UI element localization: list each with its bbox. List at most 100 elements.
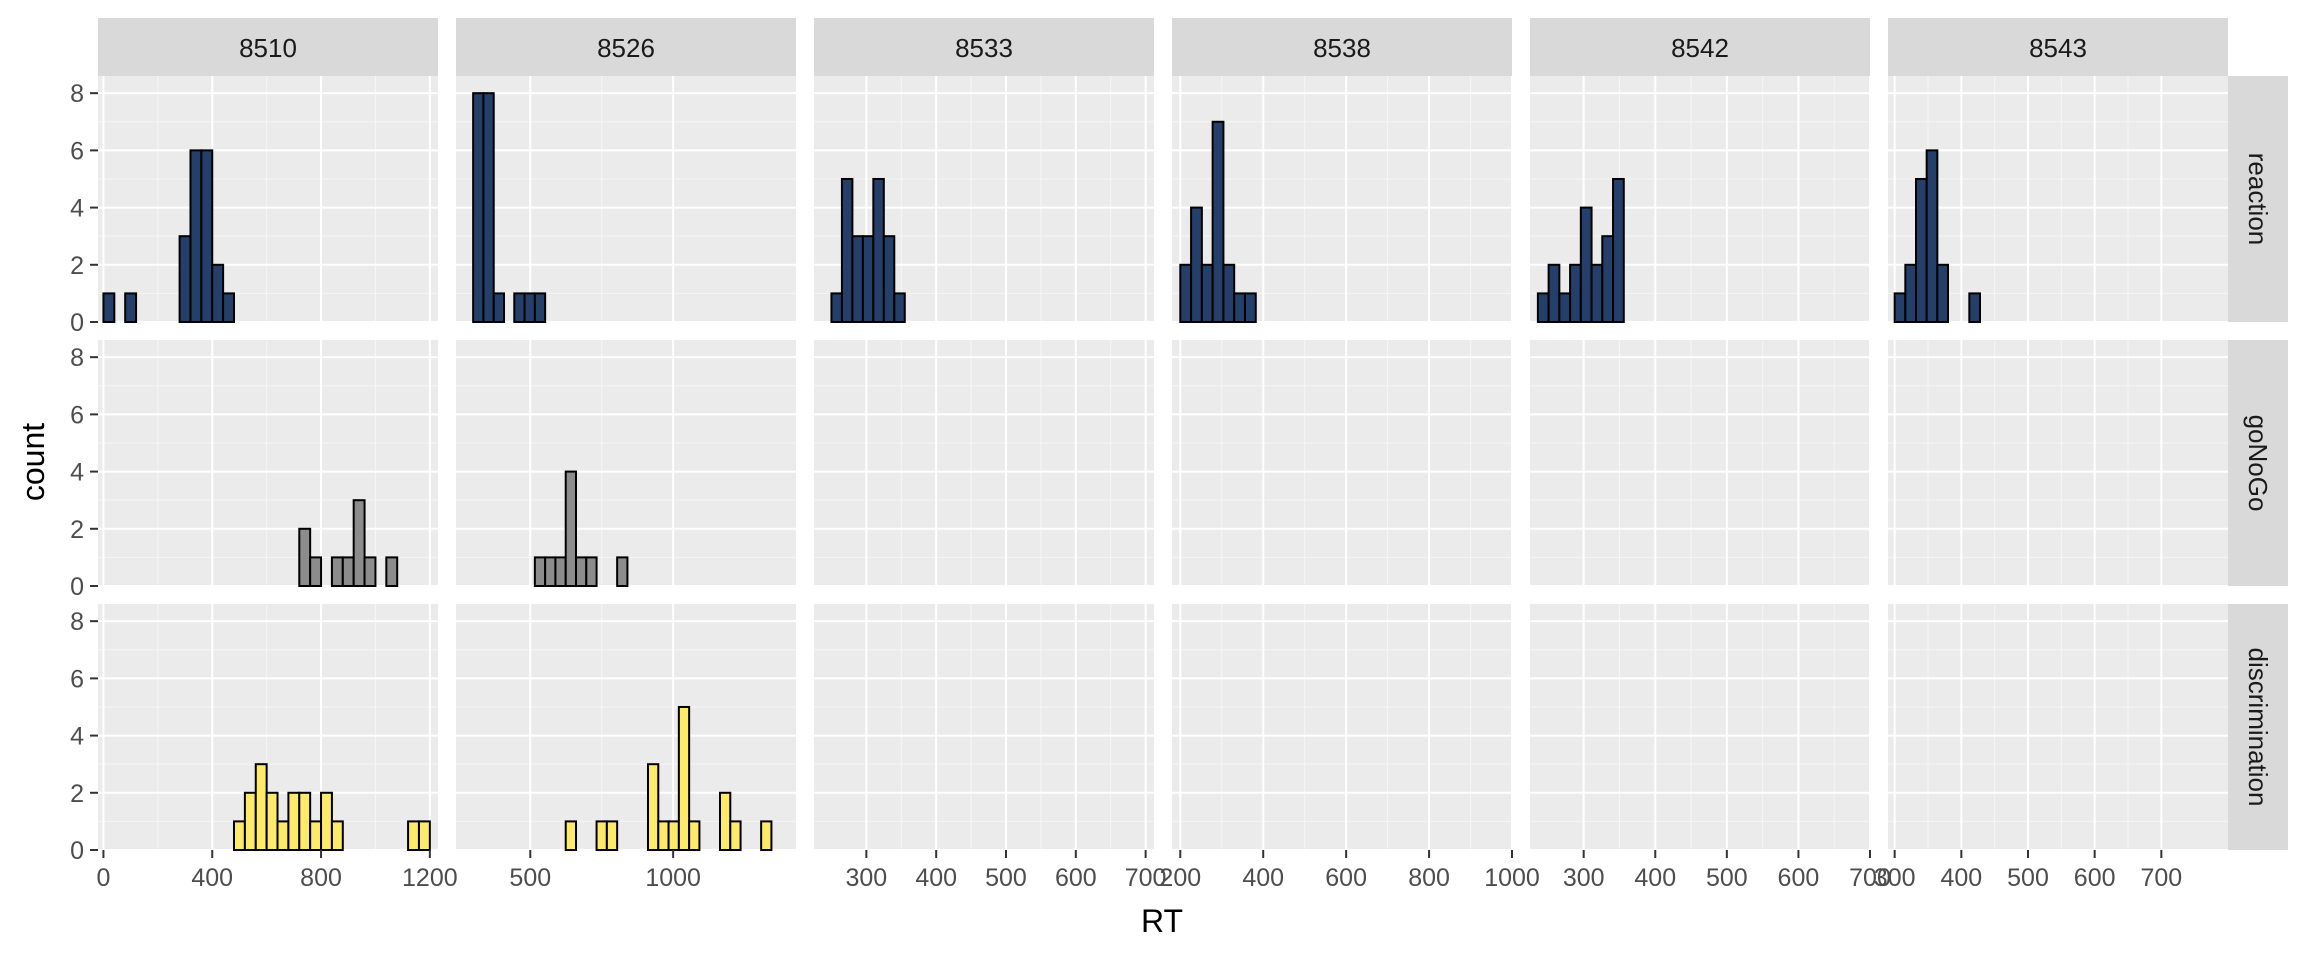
panel-background: [814, 604, 1154, 850]
x-tick-label-8533-700: 700: [1125, 864, 1167, 892]
col-strip-label-3: 8538: [1313, 33, 1371, 63]
row-strip-reaction: [2228, 76, 2288, 322]
panel-8538-goNoGo: [1172, 340, 1513, 587]
histogram-bar: [320, 791, 333, 852]
col-strip-label-0: 8510: [239, 33, 297, 63]
y-tick-label-reaction-8: 8: [70, 80, 84, 108]
histogram-bar: [352, 499, 366, 587]
col-strip-2: [814, 18, 1154, 76]
histogram-bar: [330, 556, 344, 587]
col-strip-0: [98, 18, 438, 76]
col-strip-5: [1888, 18, 2228, 76]
panel-background: [1172, 604, 1512, 850]
histogram-bar: [840, 177, 854, 323]
panel-8538-discrimination: [1172, 604, 1513, 851]
x-tick-label-8533-300: 300: [846, 864, 888, 892]
histogram-bar: [575, 556, 588, 587]
histogram-bar: [544, 556, 557, 587]
histogram-bar: [872, 177, 885, 323]
histogram-bar: [585, 556, 598, 587]
y-tick-label-discrimination-8: 8: [70, 608, 84, 636]
x-tick-label-8533-600: 600: [1055, 864, 1097, 892]
panel-8526-discrimination: [456, 604, 796, 852]
histogram-bar: [276, 820, 290, 851]
x-tick-label-8543-500: 500: [2007, 864, 2049, 892]
x-tick-label-8538-400: 400: [1242, 864, 1284, 892]
histogram-bar: [647, 763, 660, 851]
histogram-bar: [1968, 292, 1982, 324]
x-axis-title: RT: [1141, 903, 1183, 939]
x-tick-label-8510-0: 0: [96, 864, 110, 892]
panel-background: [98, 340, 438, 586]
y-tick-label-discrimination-4: 4: [70, 723, 84, 751]
histogram-bar: [254, 763, 268, 851]
histogram-bar: [882, 235, 896, 324]
x-tick-label-8526-500: 500: [509, 864, 551, 892]
histogram-bar: [1590, 263, 1604, 324]
x-tick-label-8510-400: 400: [191, 864, 233, 892]
histogram-bar: [102, 292, 116, 324]
y-tick-label-reaction-2: 2: [70, 252, 84, 280]
histogram-bar: [554, 556, 567, 587]
histogram-bar: [309, 556, 323, 587]
histogram-bar: [616, 556, 629, 587]
histogram-bar: [287, 791, 301, 852]
histogram-bar: [1243, 292, 1257, 324]
panel-8542-goNoGo: [1530, 340, 1871, 587]
histogram-bar: [533, 556, 547, 587]
panel-8543-discrimination: [1888, 604, 2228, 851]
x-tick-label-8542-300: 300: [1563, 864, 1605, 892]
col-strip-label-4: 8542: [1671, 33, 1729, 63]
panel-8510-discrimination: [98, 604, 438, 852]
panel-background: [1888, 604, 2228, 850]
y-tick-label-goNoGo-0: 0: [70, 573, 84, 601]
row-strip-goNoGo: [2228, 340, 2288, 586]
histogram-bar: [243, 791, 257, 852]
x-tick-label-8538-800: 800: [1408, 864, 1450, 892]
x-tick-label-8538-200: 200: [1159, 864, 1201, 892]
histogram-bar: [1200, 263, 1214, 324]
histogram-bar: [605, 820, 619, 851]
histogram-bar: [363, 556, 377, 587]
histogram-bar: [1211, 120, 1225, 323]
y-tick-label-goNoGo-6: 6: [70, 401, 84, 429]
histogram-bar: [1936, 263, 1950, 324]
histogram-bar: [492, 292, 506, 324]
y-tick-label-discrimination-0: 0: [70, 837, 84, 865]
y-tick-label-reaction-4: 4: [70, 195, 84, 223]
x-tick-label-8543-600: 600: [2074, 864, 2116, 892]
panel-8542-discrimination: [1530, 604, 1871, 851]
panel-8533-goNoGo: [814, 340, 1154, 587]
x-tick-label-8543-300: 300: [1874, 864, 1916, 892]
panel-8533-reaction: [814, 76, 1154, 324]
x-tick-label-8543-700: 700: [2140, 864, 2182, 892]
histogram-bar: [1233, 292, 1246, 324]
histogram-bar: [893, 292, 906, 324]
histogram-bar: [1601, 235, 1615, 324]
histogram-bar: [760, 820, 773, 851]
panel-background: [98, 76, 438, 322]
x-tick-label-8542-400: 400: [1634, 864, 1676, 892]
histogram-bar: [1612, 177, 1625, 323]
col-strip-label-1: 8526: [597, 33, 655, 63]
histogram-bar: [1222, 263, 1236, 324]
histogram-bar: [851, 235, 864, 324]
histogram-bar: [595, 820, 608, 851]
panel-background: [814, 340, 1154, 586]
row-strip-discrimination: [2228, 604, 2288, 850]
panel-8538-reaction: [1172, 76, 1513, 324]
histogram-bar: [1558, 292, 1572, 324]
col-strip-3: [1172, 18, 1512, 76]
histogram-bar: [233, 820, 246, 851]
x-tick-label-8533-400: 400: [915, 864, 957, 892]
histogram-bar: [1547, 263, 1561, 324]
x-tick-label-8533-500: 500: [985, 864, 1027, 892]
panel-8533-discrimination: [814, 604, 1154, 851]
histogram-bar: [667, 820, 680, 851]
histogram-bar: [729, 820, 742, 851]
x-tick-label-8542-500: 500: [1706, 864, 1748, 892]
col-strip-4: [1530, 18, 1870, 76]
y-axis-title: count: [15, 423, 51, 501]
panel-8526-goNoGo: [456, 340, 796, 587]
histogram-bar: [298, 527, 312, 588]
